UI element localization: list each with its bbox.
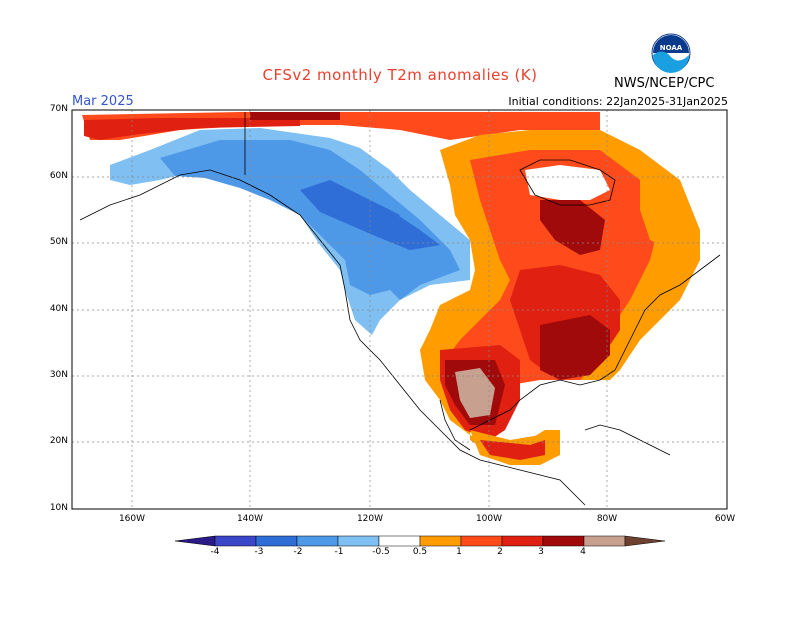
lon-label-120w: 120W [356,514,384,524]
colorbar-swatch [501,535,544,547]
colorbar-label: -0.5 [372,547,390,557]
colorbar-label: -3 [254,547,264,557]
colorbar-swatch [174,535,216,547]
colorbar-swatch [460,535,503,547]
noaa-logo-icon: NOAA [651,33,691,73]
lat-label-30n: 30N [49,370,68,380]
map-frame [71,109,728,510]
colorbar-swatch [542,535,585,547]
forecast-month: Mar 2025 [72,94,134,109]
lat-label-50n: 50N [49,237,68,247]
lon-label-60w: 60W [714,514,736,524]
colorbar-swatch [255,535,298,547]
colorbar-swatch [583,535,626,547]
colorbar-label: 0.5 [412,547,428,557]
lat-label-10n: 10N [49,503,68,513]
colorbar-label: -4 [210,547,220,557]
colorbar-swatch [296,535,339,547]
lon-label-100w: 100W [475,514,503,524]
lat-label-20n: 20N [49,436,68,446]
colorbar [174,535,666,547]
colorbar-swatch [214,535,257,547]
colorbar-label: -1 [334,547,344,557]
lon-label-160w: 160W [118,514,146,524]
initial-conditions: Initial conditions: 22Jan2025-31Jan2025 [508,95,728,108]
lon-label-140w: 140W [236,514,264,524]
graticule [72,110,727,509]
coastlines [79,112,721,506]
lon-label-80w: 80W [596,514,618,524]
lat-label-40n: 40N [49,304,68,314]
colorbar-swatch [419,535,462,547]
colorbar-label: 4 [580,547,586,557]
colorbar-swatch [624,535,666,547]
colorbar-label: 3 [538,547,544,557]
lat-label-70n: 70N [49,104,68,114]
anomaly-fields [82,112,726,465]
colorbar-swatch [337,535,380,547]
colorbar-swatch [378,535,421,547]
map-title: CFSv2 monthly T2m anomalies (K) [262,66,538,84]
svg-text:NOAA: NOAA [660,44,683,52]
colorbar-label: 2 [497,547,503,557]
colorbar-label: -2 [293,547,303,557]
organization-label: NWS/NCEP/CPC [614,76,715,91]
colorbar-label: 1 [456,547,462,557]
lat-label-60n: 60N [49,171,68,181]
